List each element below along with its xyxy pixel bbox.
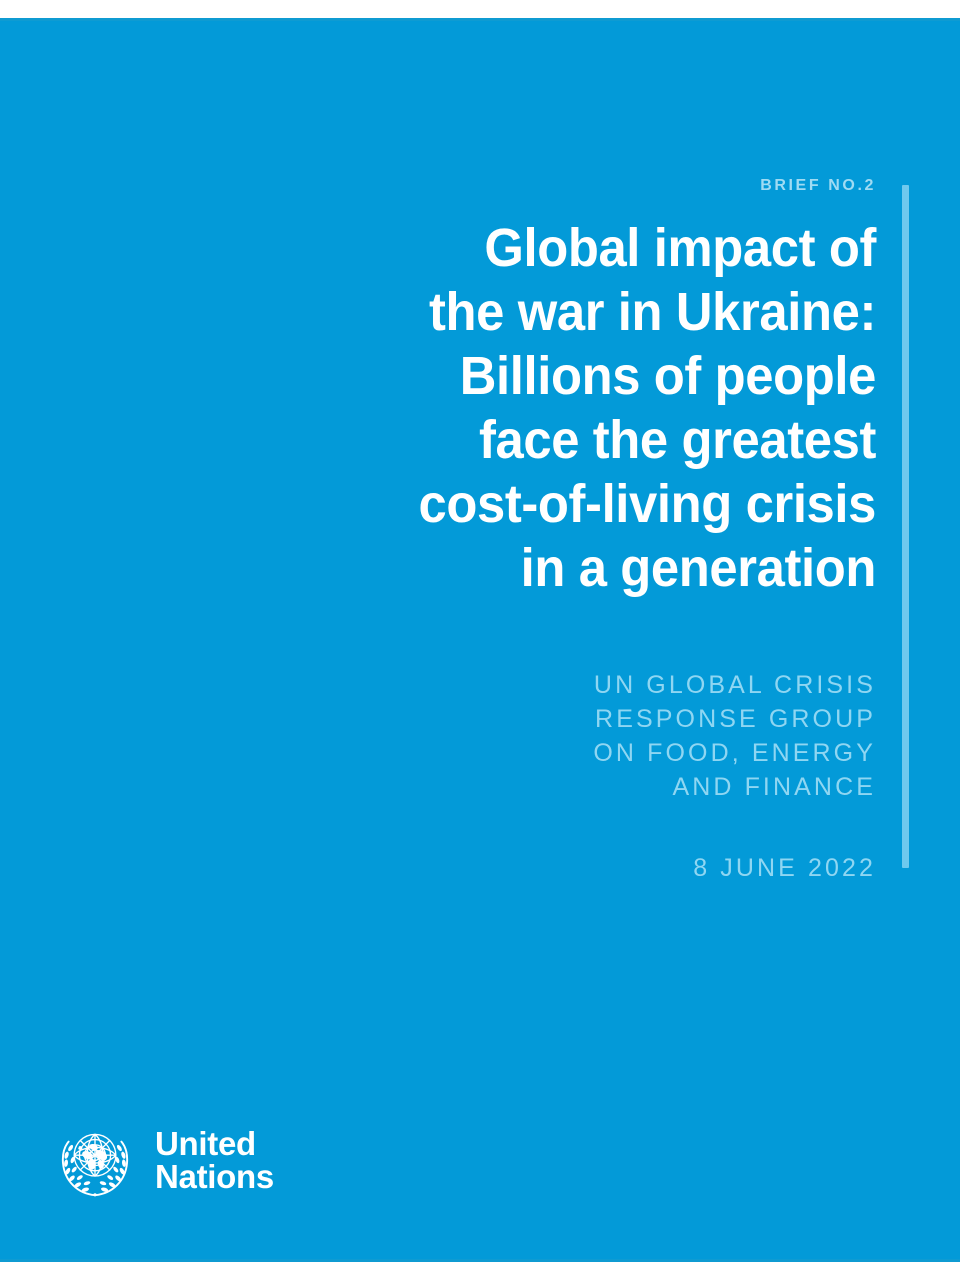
cover-header-block: BRIEF NO.2 Global impact of the war in U… — [176, 178, 876, 881]
title-line-6: in a generation — [520, 538, 877, 598]
un-wordmark-line-2: Nations — [155, 1158, 274, 1195]
organization-line-4: AND FINANCE — [672, 773, 876, 801]
publication-date: 8 JUNE 2022 — [693, 854, 876, 882]
report-cover-page: BRIEF NO.2 Global impact of the war in U… — [0, 18, 960, 1262]
vertical-accent-rule — [902, 185, 909, 868]
page-title: Global impact of the war in Ukraine: Bil… — [218, 216, 876, 600]
title-line-1: Global impact of — [484, 218, 876, 278]
un-wordmark-line-1: United — [155, 1125, 256, 1162]
brief-number-label: BRIEF NO.2 — [760, 177, 876, 194]
organization-name: UN GLOBAL CRISIS RESPONSE GROUP ON FOOD,… — [176, 668, 876, 804]
un-logo-lockup: United Nations — [55, 1120, 274, 1200]
organization-line-2: RESPONSE GROUP — [595, 705, 876, 733]
title-line-4: face the greatest — [478, 410, 876, 470]
title-line-3: Billions of people — [459, 346, 877, 406]
organization-line-3: ON FOOD, ENERGY — [593, 739, 876, 767]
un-emblem-icon — [61, 1133, 129, 1197]
title-line-5: cost-of-living crisis — [418, 474, 876, 534]
title-line-2: the war in Ukraine: — [429, 282, 876, 342]
organization-line-1: UN GLOBAL CRISIS — [593, 671, 876, 699]
un-wordmark: United Nations — [155, 1127, 274, 1193]
